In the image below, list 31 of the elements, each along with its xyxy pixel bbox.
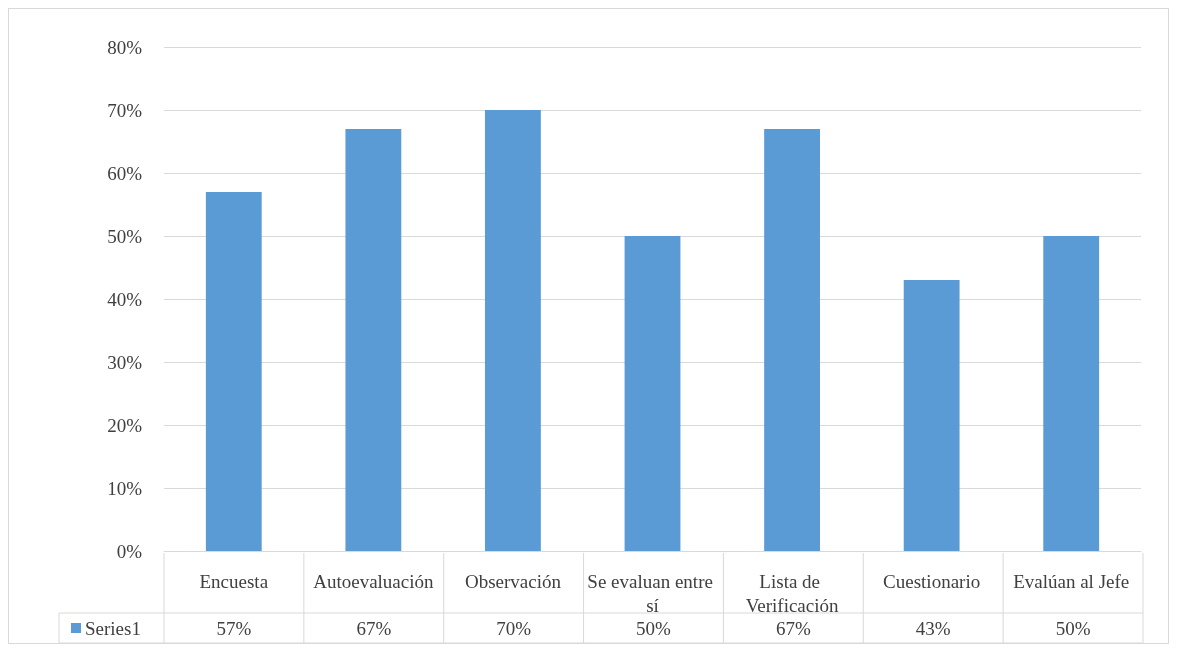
y-tick-label: 40%: [107, 288, 143, 310]
bar: [624, 236, 681, 551]
x-tick-label: Autoevaluación: [313, 570, 434, 592]
x-tick-label: Evalúan al Jefe: [1013, 570, 1130, 592]
x-tick-label: Encuesta: [199, 570, 269, 592]
x-tick-label: Se evaluan entre sí: [587, 570, 718, 616]
y-tick-label: 50%: [107, 225, 143, 247]
y-tick-label: 80%: [107, 36, 143, 58]
y-tick-label: 60%: [107, 162, 143, 184]
data-label: 70%: [496, 617, 532, 639]
y-tick-label: 10%: [107, 477, 143, 499]
data-label: 50%: [636, 617, 672, 639]
bar: [1043, 236, 1100, 551]
bar: [485, 110, 541, 551]
x-tick-label: Cuestionario: [883, 570, 981, 592]
y-tick-label: 0%: [116, 540, 143, 562]
bar: [903, 280, 960, 551]
y-tick-label: 20%: [107, 414, 143, 436]
x-tick-label: Lista de Verificación: [745, 570, 839, 616]
y-tick-label: 30%: [107, 351, 143, 373]
data-label: 57%: [216, 617, 252, 639]
legend-label: Series1: [85, 617, 141, 639]
x-tick-label: Observación: [464, 570, 562, 592]
bar: [764, 128, 820, 551]
data-label: 50%: [1055, 617, 1091, 639]
data-label: 67%: [775, 617, 811, 639]
y-tick-label: 70%: [107, 99, 143, 121]
data-label: 43%: [915, 617, 951, 639]
data-label: 67%: [356, 617, 392, 639]
bar: [345, 128, 402, 551]
bar: [205, 191, 262, 551]
